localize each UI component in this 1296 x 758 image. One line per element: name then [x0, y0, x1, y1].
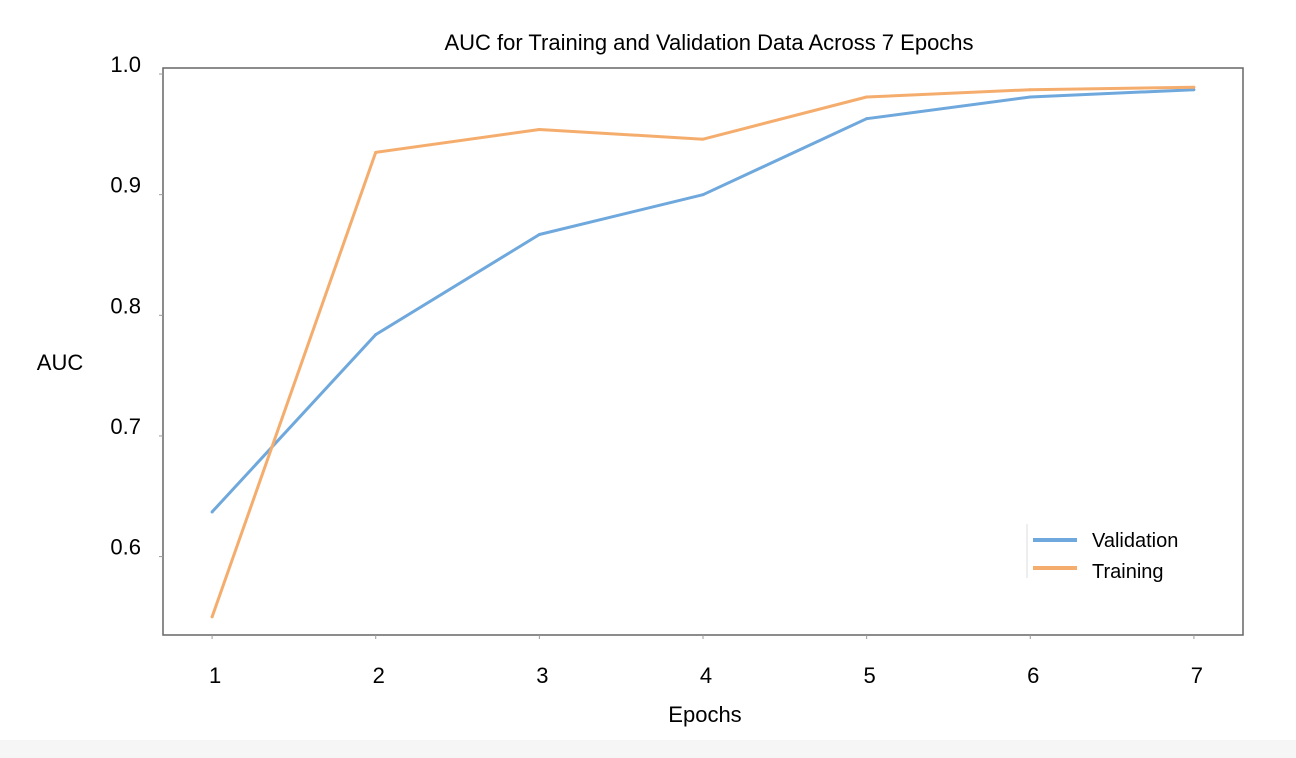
x-axis-title: Epochs: [668, 702, 741, 727]
data-point-training: [701, 137, 705, 141]
series-line-validation: [210, 88, 1194, 513]
x-axis: 1 2 3 4 5 6 7: [209, 635, 1203, 688]
data-point-training: [210, 615, 214, 619]
y-tick-label: 0.9: [110, 173, 141, 198]
data-point-validation: [537, 232, 541, 236]
x-tick-label: 1: [209, 663, 221, 688]
series-lines: [210, 85, 1196, 619]
data-point-validation: [374, 333, 378, 337]
y-tick-label: 0.7: [110, 414, 141, 439]
data-point-validation: [701, 193, 705, 197]
x-tick-label: 3: [536, 663, 548, 688]
data-point-validation: [1028, 95, 1032, 99]
data-point-training: [1192, 85, 1196, 89]
y-axis-title: AUC: [37, 350, 84, 375]
line-chart: AUC for Training and Validation Data Acr…: [37, 30, 1244, 727]
plot-area-frame: [162, 67, 1244, 636]
x-tick-label: 6: [1027, 663, 1039, 688]
legend-label-validation: Validation: [1092, 530, 1178, 552]
data-point-training: [865, 95, 869, 99]
data-point-validation: [1192, 88, 1196, 92]
data-point-training: [537, 128, 541, 132]
x-tick-label: 5: [864, 663, 876, 688]
y-tick-label: 0.6: [110, 535, 141, 560]
y-tick-label: 1.0: [110, 52, 141, 77]
x-tick-label: 2: [373, 663, 385, 688]
chart-title: AUC for Training and Validation Data Acr…: [444, 30, 973, 55]
x-tick-label: 4: [700, 663, 712, 688]
data-point-training: [374, 150, 378, 154]
data-point-validation: [865, 117, 869, 121]
data-point-validation: [210, 510, 214, 514]
chart-figure: AUC for Training and Validation Data Acr…: [36, 30, 1244, 727]
y-tick-label: 0.8: [110, 293, 141, 318]
legend-label-training: Training: [1092, 561, 1164, 583]
x-tick-label: 7: [1191, 663, 1203, 688]
data-point-training: [1028, 88, 1032, 92]
legend: Validation Training: [1026, 524, 1178, 583]
y-axis: 0.6 0.7 0.8 0.9 1.0: [110, 52, 163, 560]
